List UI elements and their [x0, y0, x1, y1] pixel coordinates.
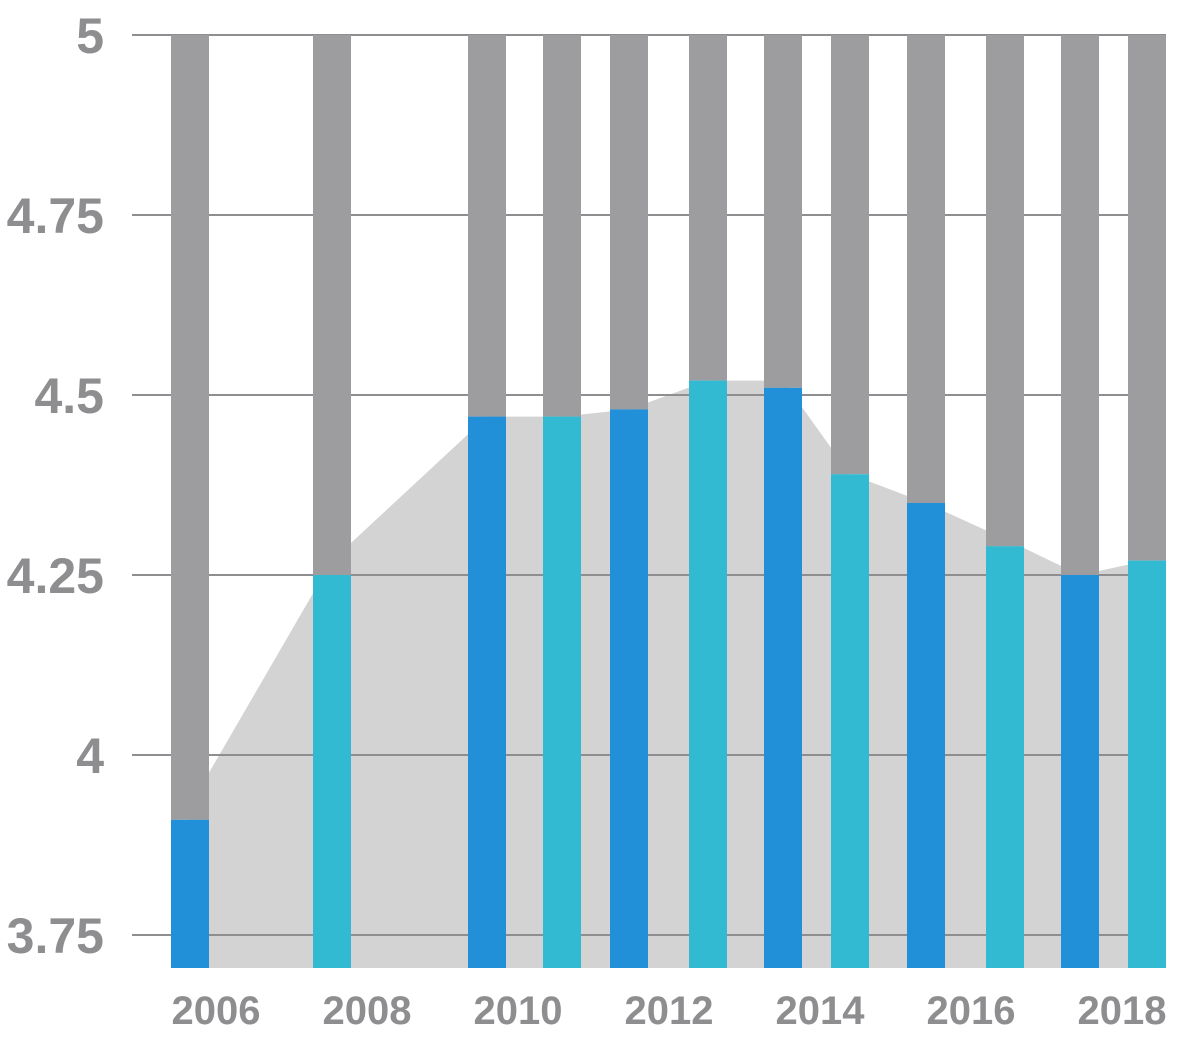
y-tick-label: 4.75 [7, 188, 104, 244]
x-tick-label: 2016 [927, 989, 1016, 1033]
bar-2010 [468, 416, 506, 969]
bar-2014 [764, 387, 802, 968]
bar-2015 [831, 474, 869, 968]
bar-2017 [986, 546, 1024, 968]
bar-remainder [831, 35, 869, 475]
x-axis: 2006 2008 2010 2012 2014 2016 2018 [172, 989, 1167, 1033]
bar-remainder [986, 35, 1024, 547]
x-tick-label: 2008 [323, 989, 412, 1033]
bar-2013 [689, 380, 727, 969]
bar-2011 [543, 416, 581, 969]
y-tick-label: 3.75 [7, 908, 104, 964]
bar-remainder [1061, 35, 1099, 575]
bar-2008 [313, 575, 351, 968]
y-tick-label: 5 [76, 8, 104, 64]
bar-remainder [313, 35, 351, 575]
bar-2006 [171, 819, 209, 968]
y-tick-label: 4 [76, 728, 104, 784]
y-tick-label: 4.5 [34, 368, 104, 424]
bar-remainder [1128, 35, 1166, 561]
bar-remainder [543, 35, 581, 417]
bar-layer [171, 35, 1166, 969]
bar-2018 [1061, 575, 1099, 968]
bar-remainder [907, 35, 945, 503]
bar-remainder [171, 35, 209, 820]
x-tick-label: 2018 [1078, 989, 1167, 1033]
bar-2019 [1128, 560, 1166, 968]
x-tick-label: 2014 [776, 989, 866, 1033]
bar-remainder [689, 35, 727, 381]
bar-remainder [764, 35, 802, 388]
y-axis: 3.75 4 4.25 4.5 4.75 5 [7, 8, 105, 964]
bar-remainder [610, 35, 648, 410]
bar-2012 [610, 409, 648, 968]
bar-2016 [907, 503, 945, 968]
x-tick-label: 2012 [625, 989, 714, 1033]
bar-remainder [468, 35, 506, 417]
x-tick-label: 2006 [172, 989, 261, 1033]
y-tick-label: 4.25 [7, 548, 104, 604]
x-tick-label: 2010 [474, 989, 563, 1033]
